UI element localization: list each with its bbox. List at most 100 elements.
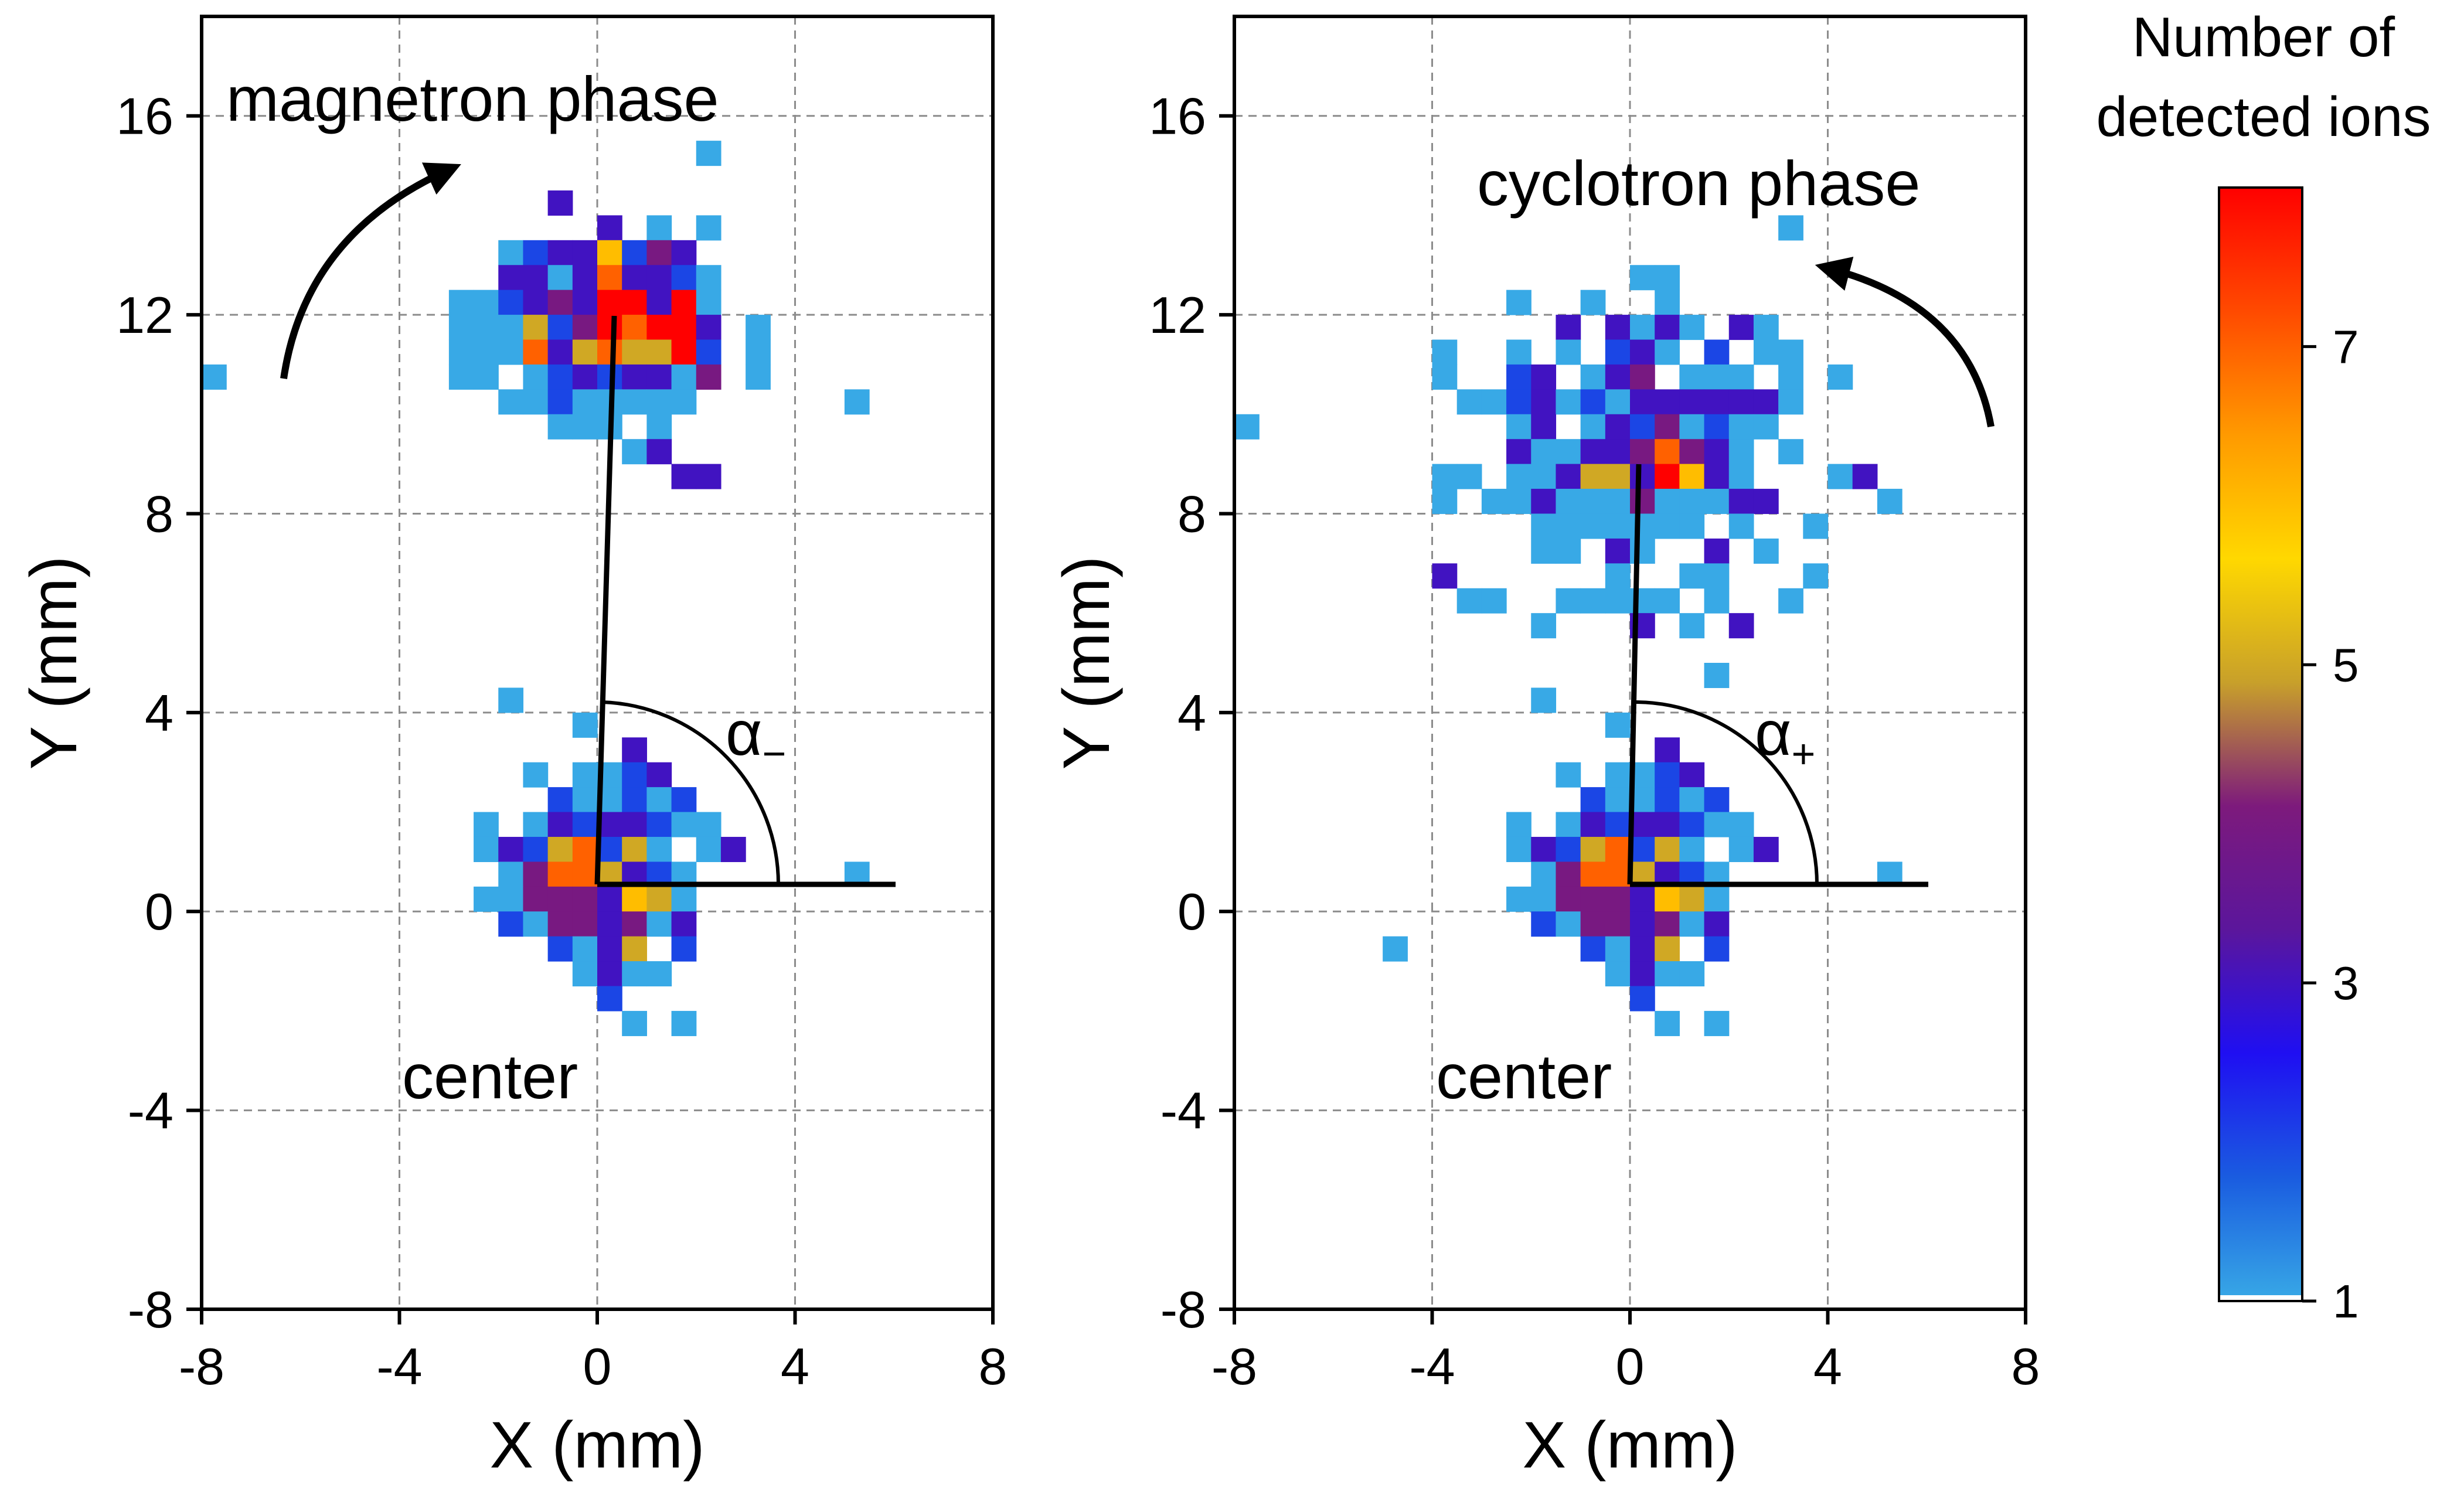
heatmap-cell <box>1753 489 1779 515</box>
heatmap-cell <box>1655 265 1680 291</box>
heatmap-cell <box>547 240 573 265</box>
heatmap-cell <box>1432 364 1458 390</box>
heatmap-cell <box>547 787 573 813</box>
heatmap-cell <box>547 265 573 291</box>
heatmap-cell <box>1531 862 1557 887</box>
heatmap-cell <box>1679 961 1705 987</box>
heatmap-cell <box>671 240 697 265</box>
heatmap-cell <box>1580 862 1606 887</box>
heatmap-cell <box>498 886 524 912</box>
heatmap-cell <box>1704 439 1730 465</box>
heatmap-cells <box>202 141 870 1036</box>
heatmap-cell <box>597 836 622 862</box>
heatmap-cell <box>622 936 647 962</box>
heatmap-cell <box>547 315 573 341</box>
alpha-symbol: α− <box>726 697 786 777</box>
heatmap-cell <box>523 315 549 341</box>
heatmap-cell <box>1556 339 1581 365</box>
heatmap-cell <box>1827 464 1853 489</box>
heatmap-cell <box>1580 886 1606 912</box>
heatmap-cell <box>1852 464 1878 489</box>
heatmap-cell <box>1432 563 1458 589</box>
heatmap-cell <box>622 439 647 465</box>
heatmap-cell <box>1655 1010 1680 1036</box>
heatmap-cell <box>646 265 672 291</box>
heatmap-cell <box>1605 812 1631 837</box>
alpha-subscript: − <box>762 731 786 777</box>
heatmap-cell <box>547 339 573 365</box>
heatmap-cell <box>498 911 524 937</box>
heatmap-cell <box>1630 911 1655 937</box>
heatmap-cell <box>622 364 647 390</box>
heatmap-cell <box>1580 489 1606 515</box>
heatmap-cell <box>671 911 697 937</box>
heatmap-cell <box>671 339 697 365</box>
heatmap-cell <box>572 812 598 837</box>
heatmap-cell <box>1506 464 1532 489</box>
heatmap-cell <box>1704 812 1730 837</box>
heatmap-cell <box>1506 364 1532 390</box>
heatmap-cell <box>523 364 549 390</box>
heatmap-cell <box>1778 439 1803 465</box>
heatmap-cell <box>646 762 672 788</box>
heatmap-cell <box>696 464 721 489</box>
x-tick-label: -4 <box>376 1337 422 1395</box>
heatmap-cell <box>572 911 598 937</box>
heatmap-cell <box>622 836 647 862</box>
heatmap-cell <box>597 240 622 265</box>
heatmap-cell <box>622 339 647 365</box>
heatmap-cell <box>1556 588 1581 614</box>
heatmap-cell <box>1580 588 1606 614</box>
heatmap-cell <box>572 862 598 887</box>
colorbar-title-line2: detected ions <box>2096 86 2431 148</box>
heatmap-cell <box>474 364 499 390</box>
heatmap-cell <box>1728 364 1754 390</box>
colorbar-tick-label: 7 <box>2333 321 2359 373</box>
heatmap-cell <box>597 986 622 1012</box>
heatmap-cell <box>1506 886 1532 912</box>
heatmap-cell <box>1605 563 1631 589</box>
heatmap-cell <box>1556 862 1581 887</box>
heatmap-cell <box>671 389 697 415</box>
heatmap-cell <box>1556 886 1581 912</box>
heatmap-cell <box>1704 364 1730 390</box>
heatmap-cell <box>622 762 647 788</box>
heatmap-cell <box>1655 588 1680 614</box>
heatmap-cell <box>1506 414 1532 440</box>
colorbar-bottom-white <box>2220 1295 2301 1300</box>
heatmap-cell <box>1531 886 1557 912</box>
heatmap-cell <box>448 290 474 315</box>
heatmap-cell <box>1630 961 1655 987</box>
heatmap-cell <box>1580 290 1606 315</box>
alpha-letter: α <box>726 697 762 768</box>
heatmap-cell <box>1531 414 1557 440</box>
heatmap-cell <box>1655 339 1680 365</box>
heatmap-cell <box>498 240 524 265</box>
heatmap-cell <box>523 389 549 415</box>
heatmap-cell <box>523 886 549 912</box>
heatmap-cell <box>696 315 721 341</box>
heatmap-cell <box>1556 812 1581 837</box>
heatmap-cell <box>1531 613 1557 639</box>
heatmap-cell <box>1704 1010 1730 1036</box>
heatmap-cell <box>572 265 598 291</box>
heatmap-cell <box>1753 538 1779 564</box>
heatmap-cell <box>671 1010 697 1036</box>
phase-label: cyclotron phase <box>1477 148 1920 219</box>
y-tick-label: 16 <box>1149 87 1206 145</box>
heatmap-cell <box>1580 439 1606 465</box>
heatmap-cell <box>1728 464 1754 489</box>
heatmap-cell <box>1630 886 1655 912</box>
y-tick-label: 4 <box>145 684 173 742</box>
heatmap-cell <box>597 886 622 912</box>
heatmap-cell <box>1630 364 1655 390</box>
heatmap-cell <box>547 812 573 837</box>
y-tick-label: -4 <box>128 1082 173 1140</box>
heatmap-cell <box>1605 389 1631 415</box>
heatmap-cell <box>1630 836 1655 862</box>
heatmap-cell <box>572 762 598 788</box>
rotation-arrow <box>280 162 461 379</box>
heatmap-cell <box>547 364 573 390</box>
colorbar-ticks: 1 3 5 7 <box>2302 321 2359 1327</box>
heatmap-cell <box>572 787 598 813</box>
